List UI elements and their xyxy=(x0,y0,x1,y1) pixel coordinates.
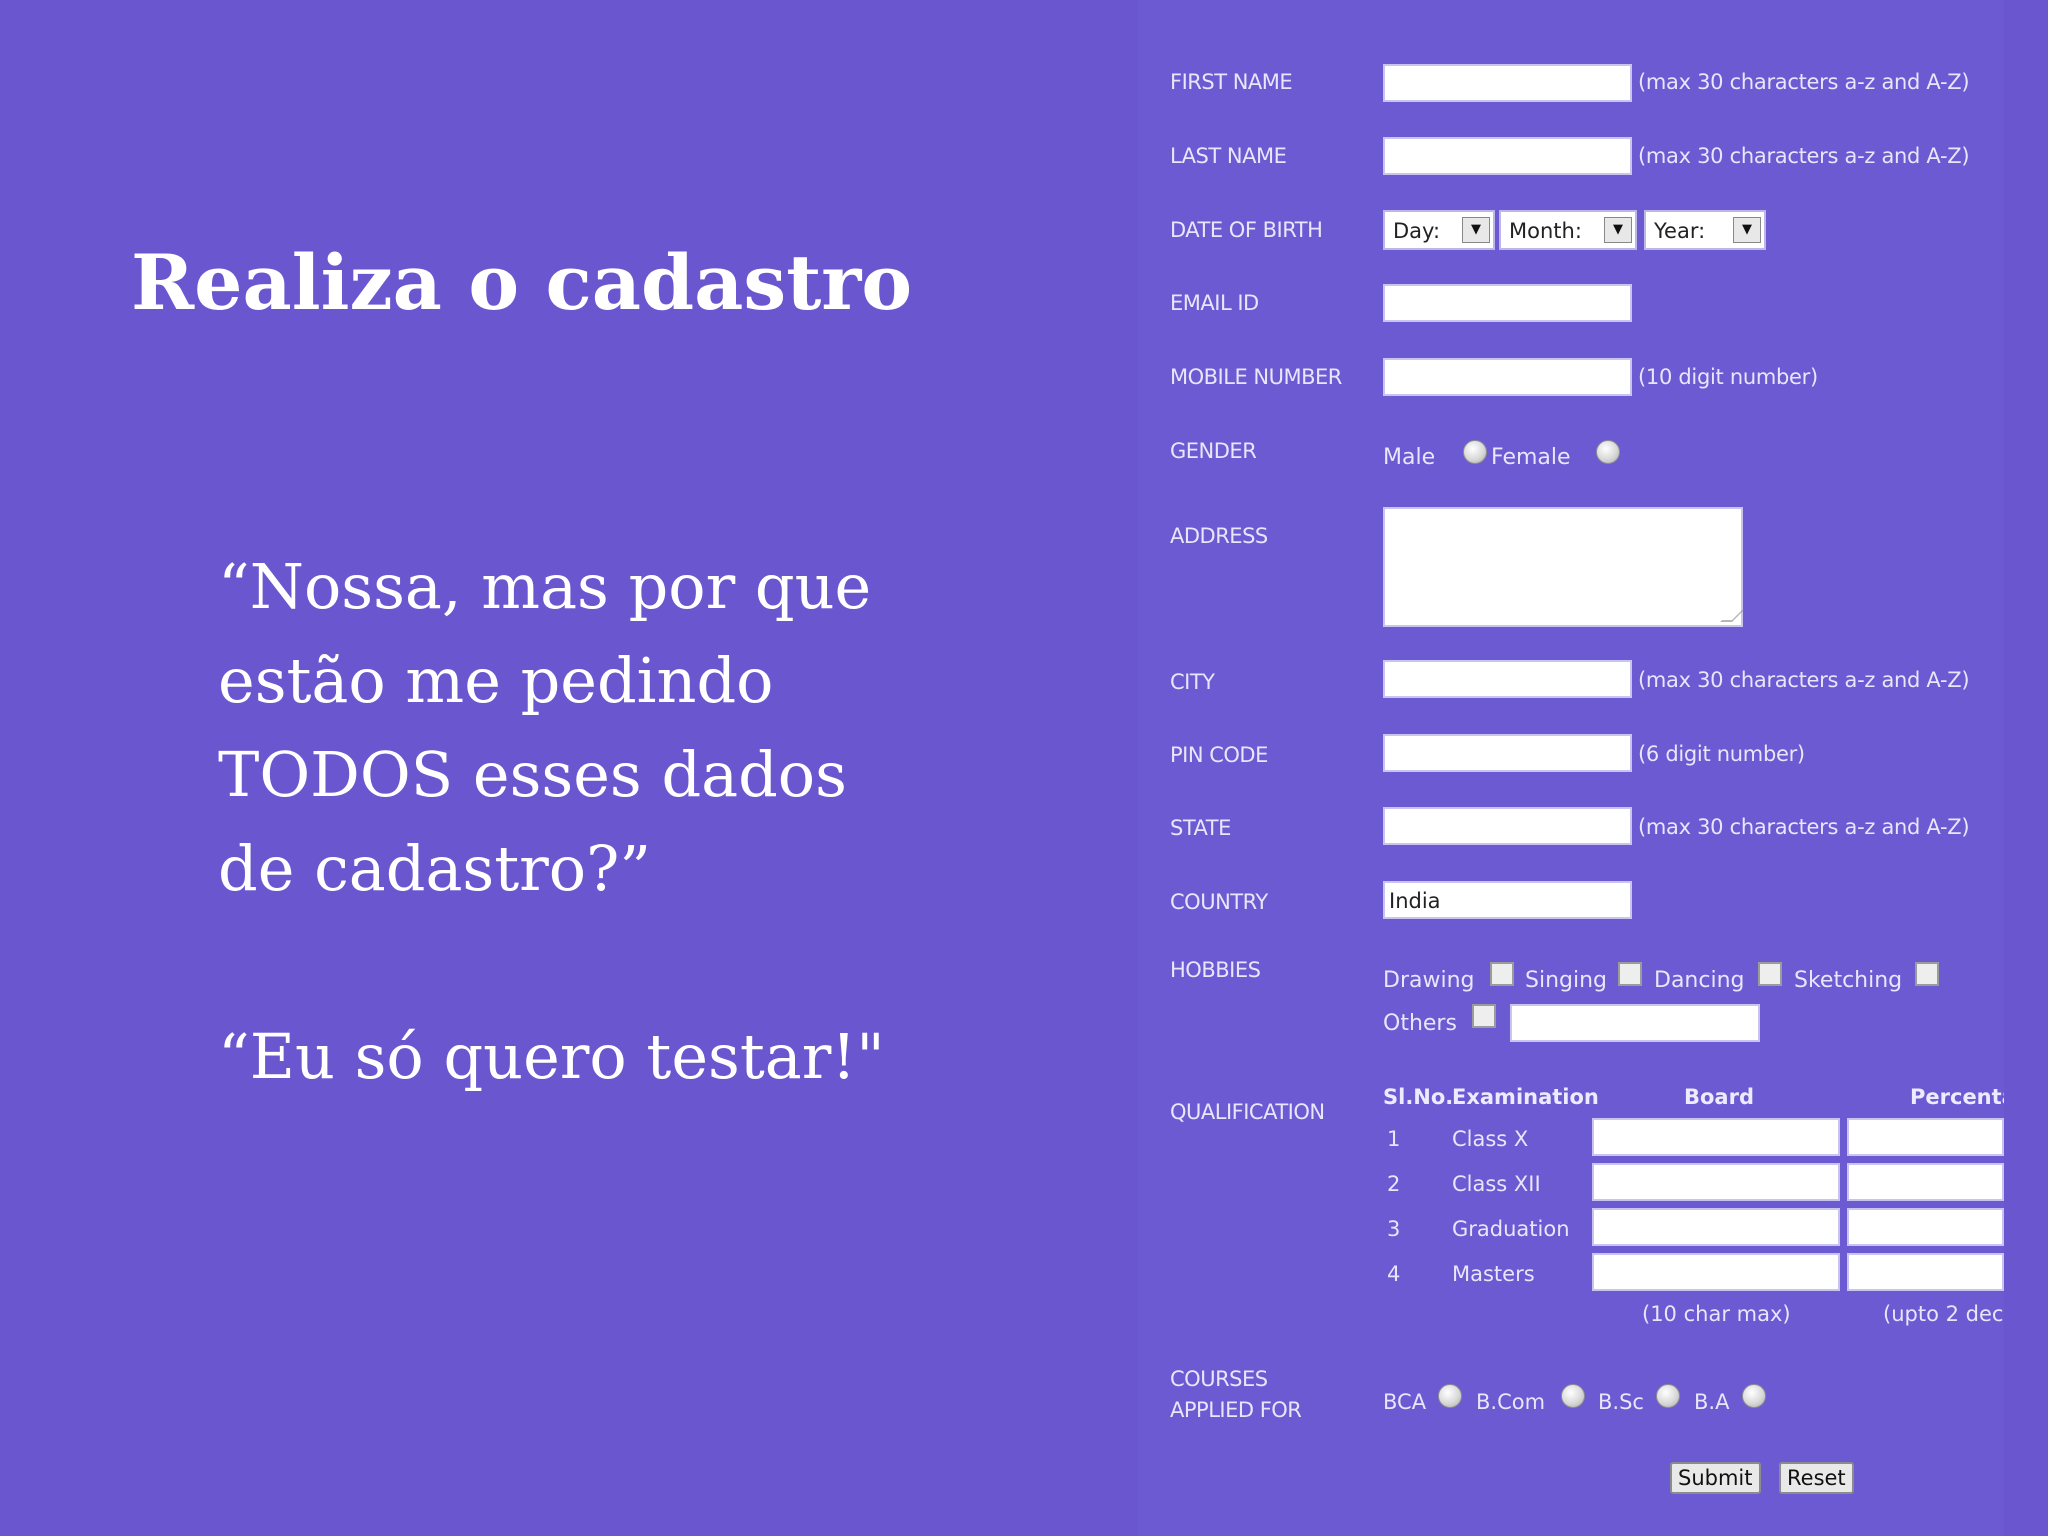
course-ba-radio[interactable] xyxy=(1742,1384,1766,1408)
qual-header-exam: Examination xyxy=(1452,1085,1599,1109)
pin-input[interactable] xyxy=(1383,734,1632,772)
hobby-others-input[interactable] xyxy=(1510,1004,1760,1042)
hobby-drawing-checkbox[interactable] xyxy=(1490,962,1514,986)
pin-label: PIN CODE xyxy=(1170,743,1268,767)
gender-female-label: Female xyxy=(1491,445,1571,470)
chevron-down-icon: ▼ xyxy=(1604,217,1632,243)
country-label: COUNTRY xyxy=(1170,890,1268,914)
qual-row-exam: Masters xyxy=(1452,1262,1535,1286)
quote-line: de cadastro?” xyxy=(218,832,652,905)
qualification-label: QUALIFICATION xyxy=(1170,1100,1325,1124)
mobile-hint: (10 digit number) xyxy=(1638,365,1818,389)
last-name-label: LAST NAME xyxy=(1170,144,1287,168)
quote-line: “Nossa, mas por que xyxy=(218,550,872,623)
state-label: STATE xyxy=(1170,816,1231,840)
qual-header-slno: Sl.No. xyxy=(1383,1085,1454,1109)
course-bcom-radio[interactable] xyxy=(1561,1384,1585,1408)
qual-row-exam: Class X xyxy=(1452,1127,1529,1151)
last-name-input[interactable] xyxy=(1383,137,1632,175)
city-hint: (max 30 characters a-z and A-Z) xyxy=(1638,668,1970,692)
qual-board-note: (10 char max) xyxy=(1642,1302,1791,1326)
day-select[interactable]: Day: ▼ xyxy=(1383,210,1495,250)
first-name-input[interactable] xyxy=(1383,64,1632,102)
city-input[interactable] xyxy=(1383,660,1632,698)
course-ba-label: B.A xyxy=(1694,1390,1730,1414)
hobby-drawing-label: Drawing xyxy=(1383,968,1475,993)
course-bcom-label: B.Com xyxy=(1476,1390,1546,1414)
first-name-label: FIRST NAME xyxy=(1170,70,1293,94)
state-hint: (max 30 characters a-z and A-Z) xyxy=(1638,815,1970,839)
qual-board-input[interactable] xyxy=(1592,1118,1840,1156)
quote-line: estão me pedindo xyxy=(218,644,774,717)
gender-female-radio[interactable] xyxy=(1596,440,1620,464)
qual-board-input[interactable] xyxy=(1592,1253,1840,1291)
qual-board-input[interactable] xyxy=(1592,1208,1840,1246)
year-select-value: Year: xyxy=(1654,219,1706,243)
hobby-dancing-label: Dancing xyxy=(1654,968,1745,993)
qual-row-exam: Class XII xyxy=(1452,1172,1541,1196)
first-name-hint: (max 30 characters a-z and A-Z) xyxy=(1638,70,1970,94)
chevron-down-icon: ▼ xyxy=(1733,217,1761,243)
chevron-down-icon: ▼ xyxy=(1462,217,1490,243)
qual-percentage-input[interactable] xyxy=(1847,1208,2004,1246)
gender-label: GENDER xyxy=(1170,439,1257,463)
mobile-input[interactable] xyxy=(1383,358,1632,396)
quote-second: “Eu só quero testar!" xyxy=(218,1020,885,1093)
pin-hint: (6 digit number) xyxy=(1638,742,1805,766)
gender-male-radio[interactable] xyxy=(1463,440,1487,464)
page-margin xyxy=(2004,0,2048,1536)
month-select[interactable]: Month: ▼ xyxy=(1499,210,1637,250)
slide-title: Realiza o cadastro xyxy=(131,238,913,327)
email-input[interactable] xyxy=(1383,284,1632,322)
city-label: CITY xyxy=(1170,670,1215,694)
hobby-dancing-checkbox[interactable] xyxy=(1758,962,1782,986)
qual-row-no: 4 xyxy=(1387,1262,1401,1286)
quote: “Nossa, mas por que estão me pedindo TOD… xyxy=(218,540,938,916)
year-select[interactable]: Year: ▼ xyxy=(1644,210,1766,250)
hobby-singing-checkbox[interactable] xyxy=(1618,962,1642,986)
dob-label: DATE OF BIRTH xyxy=(1170,218,1323,242)
gender-male-label: Male xyxy=(1383,445,1436,470)
submit-button[interactable]: Submit xyxy=(1670,1462,1761,1494)
qual-header-percentage: Percenta xyxy=(1910,1085,2016,1109)
course-bca-label: BCA xyxy=(1383,1390,1427,1414)
courses-label-line2: APPLIED FOR xyxy=(1170,1398,1302,1422)
hobby-singing-label: Singing xyxy=(1525,968,1608,993)
hobby-sketching-checkbox[interactable] xyxy=(1915,962,1939,986)
course-bsc-radio[interactable] xyxy=(1656,1384,1680,1408)
courses-label-line1: COURSES xyxy=(1170,1367,1268,1391)
qual-row-exam: Graduation xyxy=(1452,1217,1570,1241)
hobbies-label: HOBBIES xyxy=(1170,958,1261,982)
qual-percentage-input[interactable] xyxy=(1847,1163,2004,1201)
hobby-sketching-label: Sketching xyxy=(1794,968,1903,993)
hobby-others-checkbox[interactable] xyxy=(1472,1004,1496,1028)
country-input[interactable]: India xyxy=(1383,881,1632,919)
day-select-value: Day: xyxy=(1393,219,1441,243)
course-bsc-label: B.Sc xyxy=(1598,1390,1644,1414)
course-bca-radio[interactable] xyxy=(1438,1384,1462,1408)
quote-line: TODOS esses dados xyxy=(218,738,847,811)
mobile-label: MOBILE NUMBER xyxy=(1170,365,1342,389)
qual-header-board: Board xyxy=(1684,1085,1754,1109)
qual-row-no: 3 xyxy=(1387,1217,1401,1241)
qual-board-input[interactable] xyxy=(1592,1163,1840,1201)
resize-grip-icon[interactable] xyxy=(1720,610,1744,622)
qual-percentage-input[interactable] xyxy=(1847,1118,2004,1156)
registration-form-screenshot: FIRST NAME (max 30 characters a-z and A-… xyxy=(1138,0,2016,1536)
reset-button[interactable]: Reset xyxy=(1779,1462,1854,1494)
email-label: EMAIL ID xyxy=(1170,291,1259,315)
qual-percentage-input[interactable] xyxy=(1847,1253,2004,1291)
address-label: ADDRESS xyxy=(1170,524,1268,548)
qual-percentage-note: (upto 2 dec xyxy=(1883,1302,2004,1326)
month-select-value: Month: xyxy=(1509,219,1582,243)
qual-row-no: 1 xyxy=(1387,1127,1401,1151)
last-name-hint: (max 30 characters a-z and A-Z) xyxy=(1638,144,1970,168)
state-input[interactable] xyxy=(1383,807,1632,845)
qual-row-no: 2 xyxy=(1387,1172,1401,1196)
address-textarea[interactable] xyxy=(1383,507,1744,627)
hobby-others-label: Others xyxy=(1383,1011,1457,1036)
